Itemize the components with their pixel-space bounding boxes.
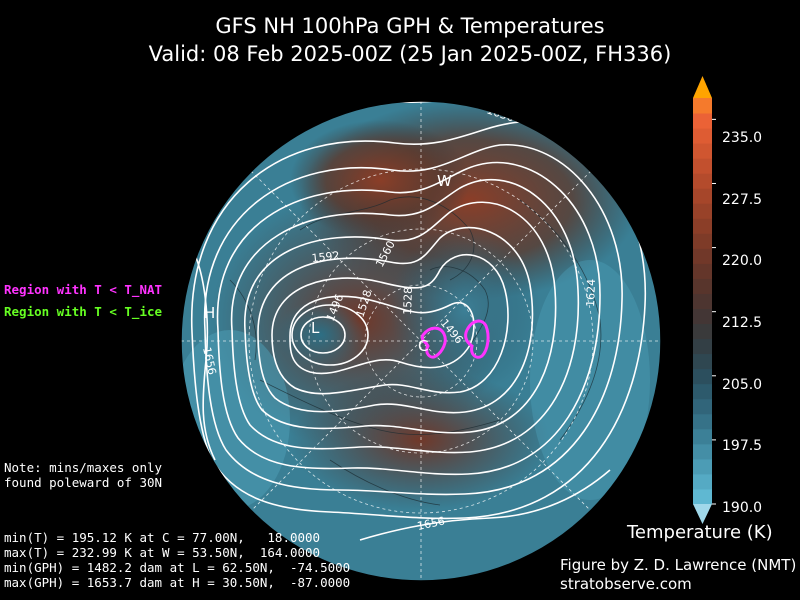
colorbar-segment xyxy=(693,113,712,129)
colorbar-segment xyxy=(693,143,712,159)
marker-c: C xyxy=(418,337,428,355)
colorbar-segment xyxy=(693,353,712,370)
colorbar-segment xyxy=(693,323,712,340)
colorbar-segment xyxy=(693,383,712,400)
marker-l: L xyxy=(311,319,320,337)
marker-h: H xyxy=(204,304,215,322)
extrema-stats: min(T) = 195.12 K at C = 77.00N, 18.0000… xyxy=(4,530,350,590)
legend-nat-label: Region with T < T_NAT xyxy=(4,282,163,297)
colorbar-segment xyxy=(693,158,712,174)
colorbar-segment xyxy=(693,173,712,189)
chart-subtitle: Valid: 08 Feb 2025-00Z (25 Jan 2025-00Z,… xyxy=(148,42,672,66)
colorbar-segment xyxy=(693,293,712,310)
colorbar-tick: 190.0 xyxy=(722,500,762,516)
colorbar-segment xyxy=(693,368,712,385)
colorbar-segment xyxy=(693,458,712,475)
colorbar-extend-low xyxy=(693,504,712,524)
nat-regions xyxy=(420,319,490,359)
marker-w: W xyxy=(437,172,452,190)
colorbar-segment xyxy=(693,188,712,204)
stat-min-gph: min(GPH) = 1482.2 dam at L = 62.50N, -74… xyxy=(4,560,351,575)
colorbar-segment xyxy=(693,278,712,294)
contour-label: 1624 xyxy=(584,279,598,307)
extrema-note: Note: mins/maxes only found poleward of … xyxy=(4,460,163,490)
contour-label: 1656 xyxy=(200,346,219,376)
colorbar-segment xyxy=(693,428,712,445)
colorbar-segment xyxy=(693,218,712,234)
credit-site: stratobserve.com xyxy=(560,575,692,593)
colorbar-segment xyxy=(693,263,712,279)
colorbar-segment xyxy=(693,233,712,249)
contour-label: 1592 xyxy=(311,249,340,265)
extrema-markers: L W C xyxy=(311,172,452,355)
colorbar-segment xyxy=(693,473,712,490)
colorbar-title: Temperature (K) xyxy=(627,522,773,543)
contour-label: 1528 xyxy=(401,287,415,315)
figure-credit: Figure by Z. D. Lawrence (NMT) stratobser… xyxy=(560,556,796,594)
colorbar-ticks: 235.0 227.5 220.0 212.5 205.0 197.5 190.… xyxy=(722,130,762,516)
colorbar-segment xyxy=(693,98,712,114)
contour-label: 1656 xyxy=(416,514,446,533)
globe-outline xyxy=(180,100,662,582)
colorbar-tick: 220.0 xyxy=(722,253,762,269)
colorbar xyxy=(693,76,716,524)
colorbar-segment xyxy=(693,488,712,505)
colorbar-segment xyxy=(693,308,712,325)
stat-max-t: max(T) = 232.99 K at W = 53.50N, 164.000… xyxy=(4,545,321,560)
colorbar-segment xyxy=(693,443,712,460)
colorbar-tick: 227.5 xyxy=(722,192,762,208)
stat-min-t: min(T) = 195.12 K at C = 77.00N, 18.0000 xyxy=(4,530,321,545)
colorbar-tick: 212.5 xyxy=(722,315,762,331)
colorbar-tick: 205.0 xyxy=(722,377,762,393)
colorbar-segment xyxy=(693,203,712,219)
colorbar-segment xyxy=(693,413,712,430)
colorbar-segment xyxy=(693,248,712,264)
colorbar-extend-high xyxy=(693,76,712,98)
chart-title: GFS NH 100hPa GPH & Temperatures xyxy=(215,14,605,38)
colorbar-segment xyxy=(693,128,712,144)
colorbar-tick: 235.0 xyxy=(722,130,762,146)
credit-author: Figure by Z. D. Lawrence (NMT) xyxy=(560,556,797,574)
colorbar-tick: 197.5 xyxy=(722,438,762,454)
polar-map: 1656 1592 1560 1528 1496 1528 1496 1624 … xyxy=(181,101,661,581)
colorbar-segment xyxy=(693,338,712,355)
colorbar-segment xyxy=(693,398,712,415)
stat-max-gph: max(GPH) = 1653.7 dam at H = 30.50N, -87… xyxy=(4,575,351,590)
legend-ice-label: Region with T < T_ice xyxy=(4,304,163,319)
